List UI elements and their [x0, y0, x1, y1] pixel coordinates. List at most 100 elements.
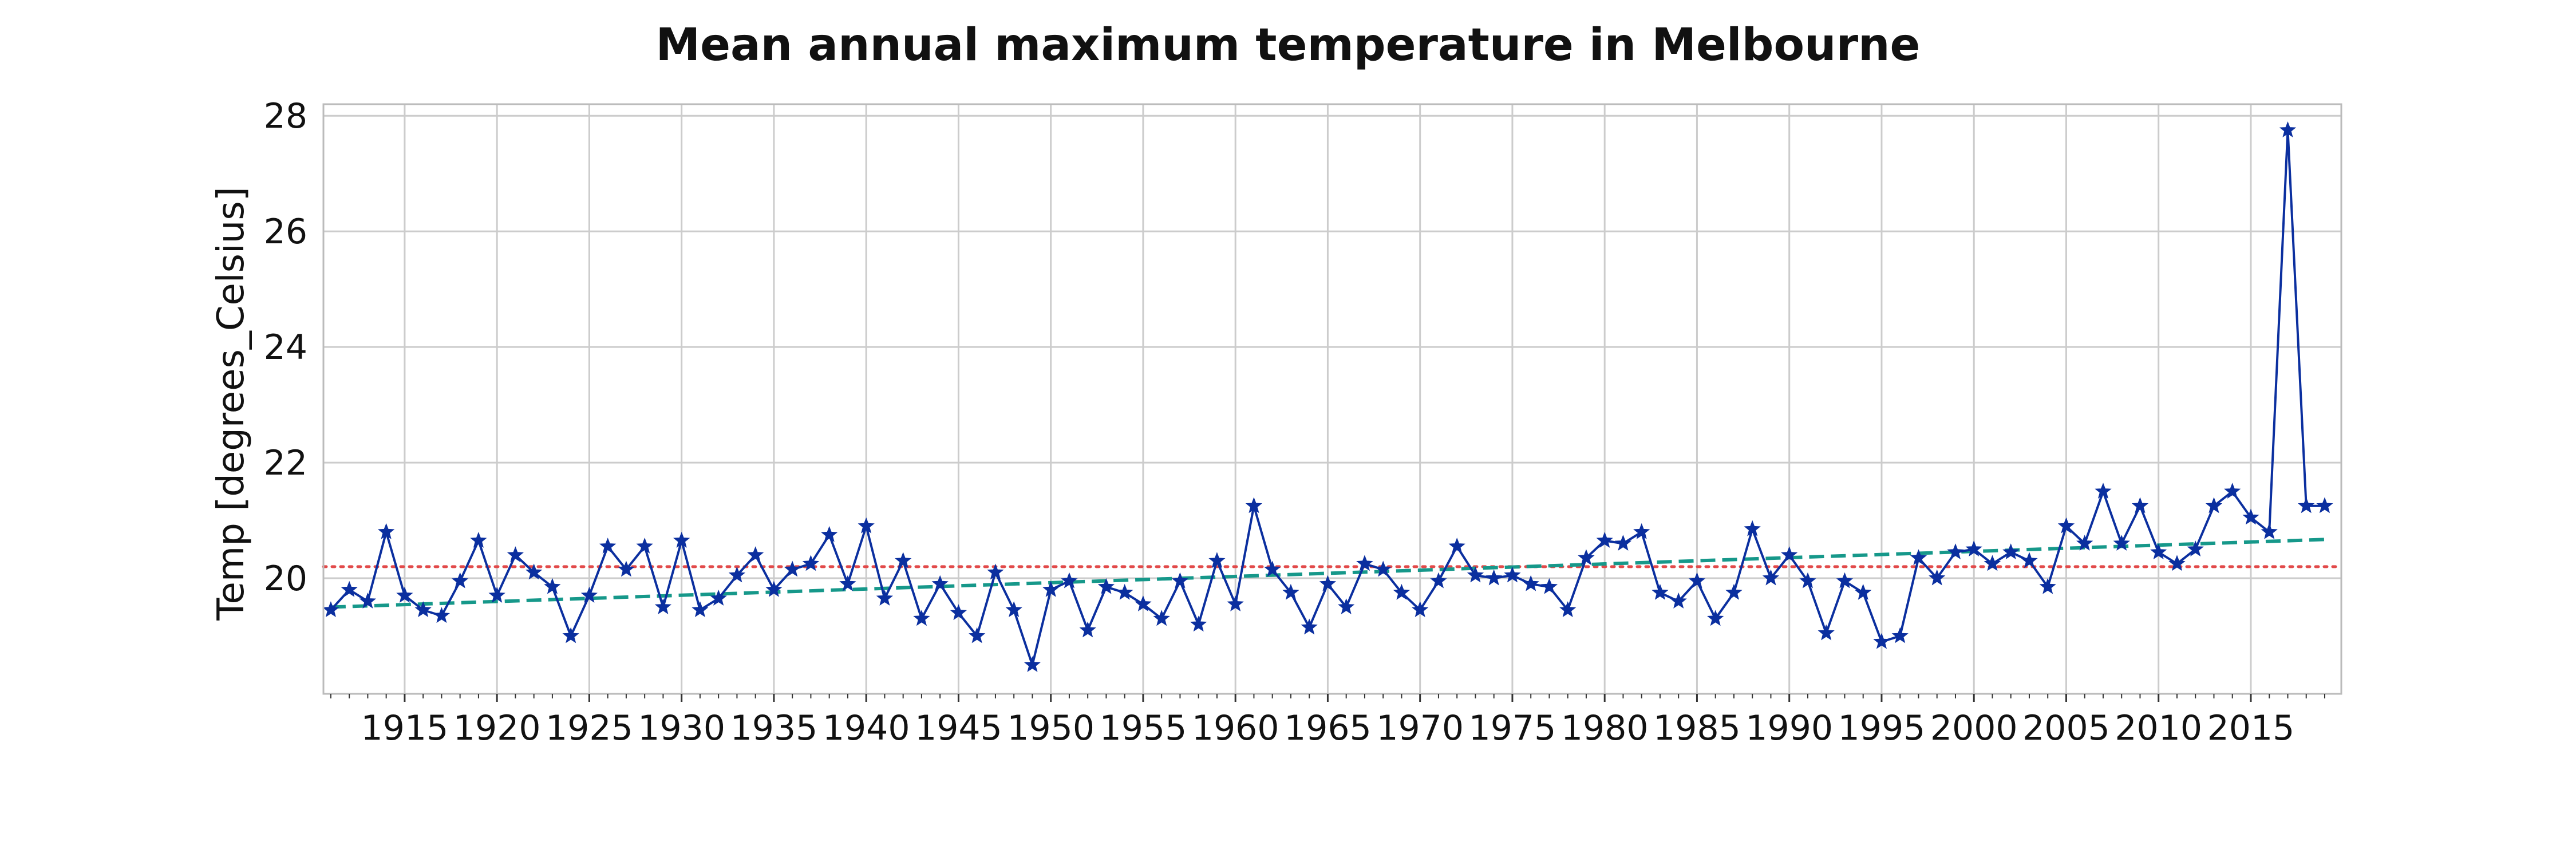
data-point-star — [322, 601, 339, 618]
data-point-star — [1374, 560, 1392, 577]
data-point-star — [2057, 517, 2075, 534]
data-point-star — [1559, 601, 1577, 618]
data-point-star — [2131, 497, 2149, 514]
y-tick-label: 20 — [264, 559, 307, 599]
data-point-star — [1042, 580, 1060, 597]
data-point-star — [1356, 555, 1373, 571]
data-point-star — [1282, 583, 1299, 600]
data-point-star — [895, 552, 912, 568]
data-point-star — [1412, 601, 1429, 618]
plot-frame — [322, 103, 2342, 695]
data-point-star — [839, 575, 856, 591]
data-point-star — [599, 538, 617, 554]
data-point-star — [1522, 575, 1539, 591]
data-point-star — [2187, 540, 2204, 557]
data-point-star — [451, 572, 469, 589]
data-point-star — [692, 601, 709, 618]
data-point-star — [2224, 483, 2241, 499]
data-point-star — [507, 546, 524, 563]
data-point-star — [1910, 549, 1927, 566]
y-tick-label: 28 — [264, 96, 307, 136]
data-point-star — [1485, 569, 1503, 586]
data-point-star — [1430, 572, 1447, 589]
x-tick-label: 1990 — [1745, 708, 1833, 748]
data-point-star — [2076, 535, 2093, 551]
y-axis-ticks: 20 22 24 26 28 — [264, 96, 307, 599]
x-tick-label: 1930 — [638, 708, 725, 748]
data-point-star — [2205, 497, 2223, 514]
data-point-star — [2095, 483, 2112, 499]
x-tick-label: 1935 — [730, 708, 818, 748]
data-point-star — [1818, 624, 1835, 641]
data-point-star — [1504, 566, 1521, 583]
x-tick-label: 1970 — [1376, 708, 1464, 748]
data-point-star — [1762, 569, 1780, 586]
data-point-star — [1227, 595, 1244, 611]
data-point-star — [433, 607, 451, 623]
chart-title: Mean annual maximum temperature in Melbo… — [656, 19, 1921, 71]
x-axis-ticks: 1915 1920 1925 1930 1935 1940 1945 1950 1955 1960… — [330, 694, 2325, 748]
x-tick-label: 2015 — [2207, 708, 2295, 748]
data-point-star — [341, 580, 358, 597]
data-point-star — [1208, 552, 1226, 568]
data-point-star — [710, 590, 727, 606]
data-point-star — [1652, 583, 1669, 600]
x-tick-label: 1985 — [1653, 708, 1741, 748]
data-point-star — [2242, 508, 2259, 525]
data-point-star — [396, 586, 413, 603]
data-point-star — [2168, 555, 2186, 571]
data-point-star — [636, 538, 653, 554]
y-axis-label: Temp [degrees_Celsius] — [210, 187, 252, 621]
data-point-star — [1319, 575, 1337, 591]
data-point-star — [1596, 532, 1613, 548]
data-point-star — [1005, 601, 1022, 618]
data-point-star — [1947, 543, 1964, 560]
y-tick-label: 26 — [264, 212, 307, 252]
x-tick-label: 1925 — [546, 708, 633, 748]
data-point-star — [654, 598, 672, 615]
data-point-star — [1707, 610, 1724, 626]
data-point-star — [673, 532, 690, 548]
data-point-star — [1725, 583, 1743, 600]
x-tick-label: 2000 — [1930, 708, 2018, 748]
data-point-star — [2021, 552, 2038, 568]
data-point-star — [1171, 572, 1189, 589]
x-tick-label: 1960 — [1192, 708, 1279, 748]
data-point-star — [2316, 497, 2333, 514]
data-point-star — [1929, 569, 1946, 586]
data-point-star — [1540, 578, 1558, 594]
data-point-star — [1264, 560, 1281, 577]
data-point-star — [2150, 543, 2167, 560]
x-tick-label: 2010 — [2115, 708, 2202, 748]
data-point-star — [1079, 621, 1096, 638]
x-tick-label: 1995 — [1838, 708, 1926, 748]
data-point-star — [1891, 627, 1909, 643]
data-point-star — [2113, 535, 2130, 551]
data-point-star — [359, 592, 377, 609]
data-point-star — [969, 627, 986, 643]
plot-area-border — [322, 103, 2342, 695]
data-point-star — [1781, 546, 1798, 563]
x-tick-label: 1950 — [1007, 708, 1095, 748]
data-point-star — [1873, 633, 1890, 649]
data-point-star — [728, 566, 746, 583]
data-point-star — [747, 546, 764, 563]
data-point-star — [562, 627, 579, 643]
data-point-star — [950, 604, 967, 621]
data-point-star — [876, 590, 894, 606]
data-point-star — [1153, 610, 1170, 626]
data-point-star — [1024, 656, 1041, 672]
x-tick-label: 1915 — [361, 708, 449, 748]
data-point-star — [765, 580, 783, 597]
reference-lines — [322, 538, 2343, 609]
data-point-star — [1448, 538, 1465, 554]
data-point-star — [1799, 572, 1816, 589]
data-point-star — [1855, 583, 1872, 600]
data-point-star — [821, 526, 838, 542]
data-point-star — [2279, 121, 2297, 137]
data-point-star — [913, 610, 930, 626]
data-point-star — [1135, 595, 1152, 611]
x-tick-label: 1975 — [1469, 708, 1556, 748]
